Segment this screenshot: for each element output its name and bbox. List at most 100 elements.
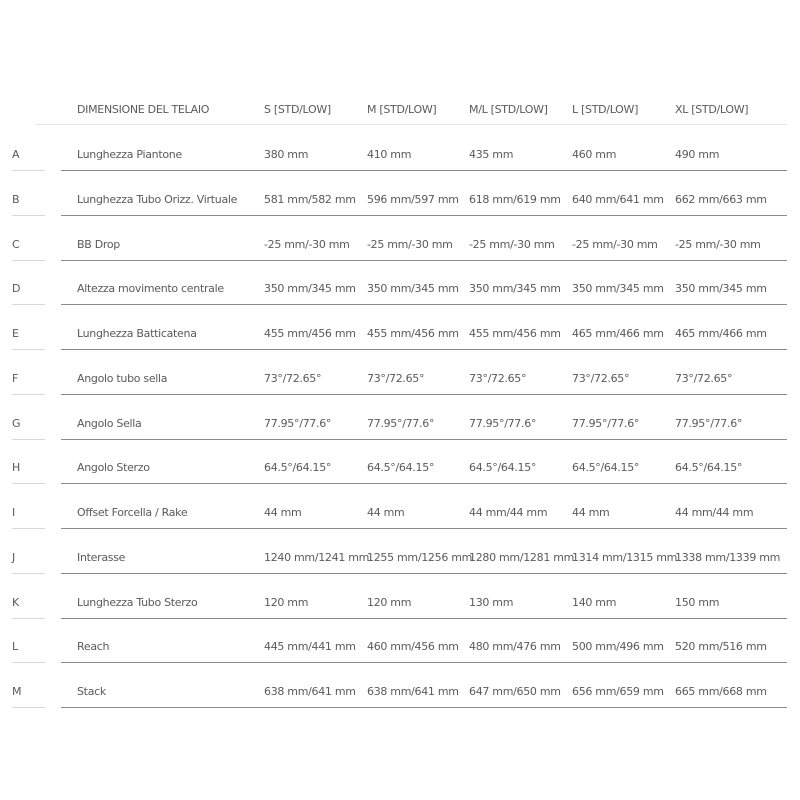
table-row: D Altezza movimento centrale 350 mm/345 mm… xyxy=(0,282,800,326)
row-value: 44 mm xyxy=(264,506,302,519)
row-value: 73°/72.65° xyxy=(367,371,425,385)
divider xyxy=(12,170,45,171)
row-value: 500 mm/496 mm xyxy=(572,640,664,654)
divider xyxy=(12,617,45,619)
row-letter: M xyxy=(12,685,22,698)
row-label: Angolo tubo sella xyxy=(77,371,168,385)
table-row: A Lunghezza Piantone 380 mm 410 mm 435 mm 460… xyxy=(0,148,800,192)
divider xyxy=(61,170,787,171)
row-value: 638 mm/641 mm xyxy=(367,685,459,698)
table-row: J Interasse 1240 mm/1241 mm 1255 mm/1256 mm… xyxy=(0,551,800,595)
divider xyxy=(12,662,45,664)
table-row: E Lunghezza Batticatena 455 mm/456 mm 455 m… xyxy=(0,327,800,371)
divider xyxy=(12,483,45,485)
row-label: BB Drop xyxy=(77,237,120,251)
row-value: 64.5°/64.15° xyxy=(264,461,332,475)
row-value: 656 mm/659 mm xyxy=(572,685,664,698)
divider xyxy=(35,124,787,125)
divider xyxy=(12,438,45,440)
row-value: 77.95°/77.6° xyxy=(264,416,332,430)
row-value: 638 mm/641 mm xyxy=(264,685,356,698)
row-value: 1280 mm/1281 mm xyxy=(469,550,575,564)
table-row: F Angolo tubo sella 73°/72.65° 73°/72.65° 73… xyxy=(0,372,800,416)
row-letter: E xyxy=(12,327,19,340)
row-value: 77.95°/77.6° xyxy=(572,416,640,430)
table-row: M Stack 638 mm/641 mm 638 mm/641 mm 647 mm/6… xyxy=(0,685,800,729)
row-value: 460 mm xyxy=(572,148,617,161)
row-value: 350 mm/345 mm xyxy=(469,282,561,296)
row-value: 120 mm xyxy=(264,595,309,609)
row-value: 350 mm/345 mm xyxy=(572,282,664,296)
row-value: 410 mm xyxy=(367,148,412,161)
row-value: 480 mm/476 mm xyxy=(469,640,561,654)
row-value: 640 mm/641 mm xyxy=(572,192,664,206)
row-value: 618 mm/619 mm xyxy=(469,192,561,206)
row-value: 64.5°/64.15° xyxy=(675,461,743,475)
row-value: -25 mm/-30 mm xyxy=(264,237,350,251)
row-letter: L xyxy=(12,640,18,654)
row-label: Lunghezza Tubo Sterzo xyxy=(77,595,198,609)
row-value: 73°/72.65° xyxy=(675,371,733,385)
row-value: 64.5°/64.15° xyxy=(572,461,640,475)
row-label: Lunghezza Tubo Orizz. Virtuale xyxy=(77,192,238,206)
row-value: 130 mm xyxy=(469,595,514,609)
row-value: -25 mm/-30 mm xyxy=(572,237,658,251)
row-letter: H xyxy=(12,461,20,475)
divider xyxy=(61,572,787,574)
row-value: 64.5°/64.15° xyxy=(469,461,537,475)
divider xyxy=(61,304,787,306)
row-value: 380 mm xyxy=(264,148,309,161)
row-value: 490 mm xyxy=(675,148,720,161)
divider xyxy=(12,304,45,306)
divider xyxy=(61,438,787,440)
divider xyxy=(61,259,787,261)
row-value: 44 mm/44 mm xyxy=(469,506,548,519)
divider xyxy=(61,483,787,485)
row-value: 120 mm xyxy=(367,595,412,609)
row-label: Lunghezza Batticatena xyxy=(77,327,197,340)
row-value: 73°/72.65° xyxy=(264,371,322,385)
row-letter: D xyxy=(12,282,21,296)
row-value: 455 mm/456 mm xyxy=(469,327,561,340)
row-value: 647 mm/650 mm xyxy=(469,685,561,698)
row-value: 1338 mm/1339 mm xyxy=(675,550,781,564)
row-letter: B xyxy=(12,192,20,206)
table-row: H Angolo Sterzo 64.5°/64.15° 64.5°/64.15° 64… xyxy=(0,461,800,505)
divider xyxy=(12,349,45,350)
header-row: DIMENSIONE DEL TELAIO S [STD/LOW] M [STD… xyxy=(0,103,800,147)
divider xyxy=(61,662,787,664)
row-label: Offset Forcella / Rake xyxy=(77,506,188,519)
row-letter: C xyxy=(12,237,20,251)
row-value: 350 mm/345 mm xyxy=(675,282,767,296)
row-value: 460 mm/456 mm xyxy=(367,640,459,654)
row-value: 350 mm/345 mm xyxy=(367,282,459,296)
header-cell: DIMENSIONE DEL TELAIO xyxy=(77,103,210,116)
table-row: I Offset Forcella / Rake 44 mm 44 mm 44 mm/4… xyxy=(0,506,800,550)
row-letter: I xyxy=(12,506,15,519)
row-value: 73°/72.65° xyxy=(572,371,630,385)
row-value: 44 mm xyxy=(572,506,610,519)
header-cell: S [STD/LOW] xyxy=(264,103,331,116)
divider xyxy=(61,528,787,529)
row-value: 581 mm/582 mm xyxy=(264,192,356,206)
table-row: K Lunghezza Tubo Sterzo 120 mm 120 mm 130 mm… xyxy=(0,596,800,640)
row-value: 455 mm/456 mm xyxy=(264,327,356,340)
row-value: 44 mm xyxy=(367,506,405,519)
table-row: C BB Drop -25 mm/-30 mm -25 mm/-30 mm -25 mm… xyxy=(0,238,800,282)
divider xyxy=(61,617,787,619)
row-value: 596 mm/597 mm xyxy=(367,192,459,206)
row-label: Angolo Sella xyxy=(77,416,142,430)
row-label: Lunghezza Piantone xyxy=(77,148,182,161)
divider xyxy=(61,393,787,395)
divider xyxy=(61,707,787,708)
row-value: 150 mm xyxy=(675,595,720,609)
row-letter: F xyxy=(12,371,19,385)
row-value: -25 mm/-30 mm xyxy=(367,237,453,251)
divider xyxy=(12,707,45,708)
row-value: 1314 mm/1315 mm xyxy=(572,550,678,564)
row-value: 44 mm/44 mm xyxy=(675,506,754,519)
divider xyxy=(12,259,45,261)
divider xyxy=(61,349,787,350)
divider xyxy=(12,393,45,395)
row-value: 455 mm/456 mm xyxy=(367,327,459,340)
